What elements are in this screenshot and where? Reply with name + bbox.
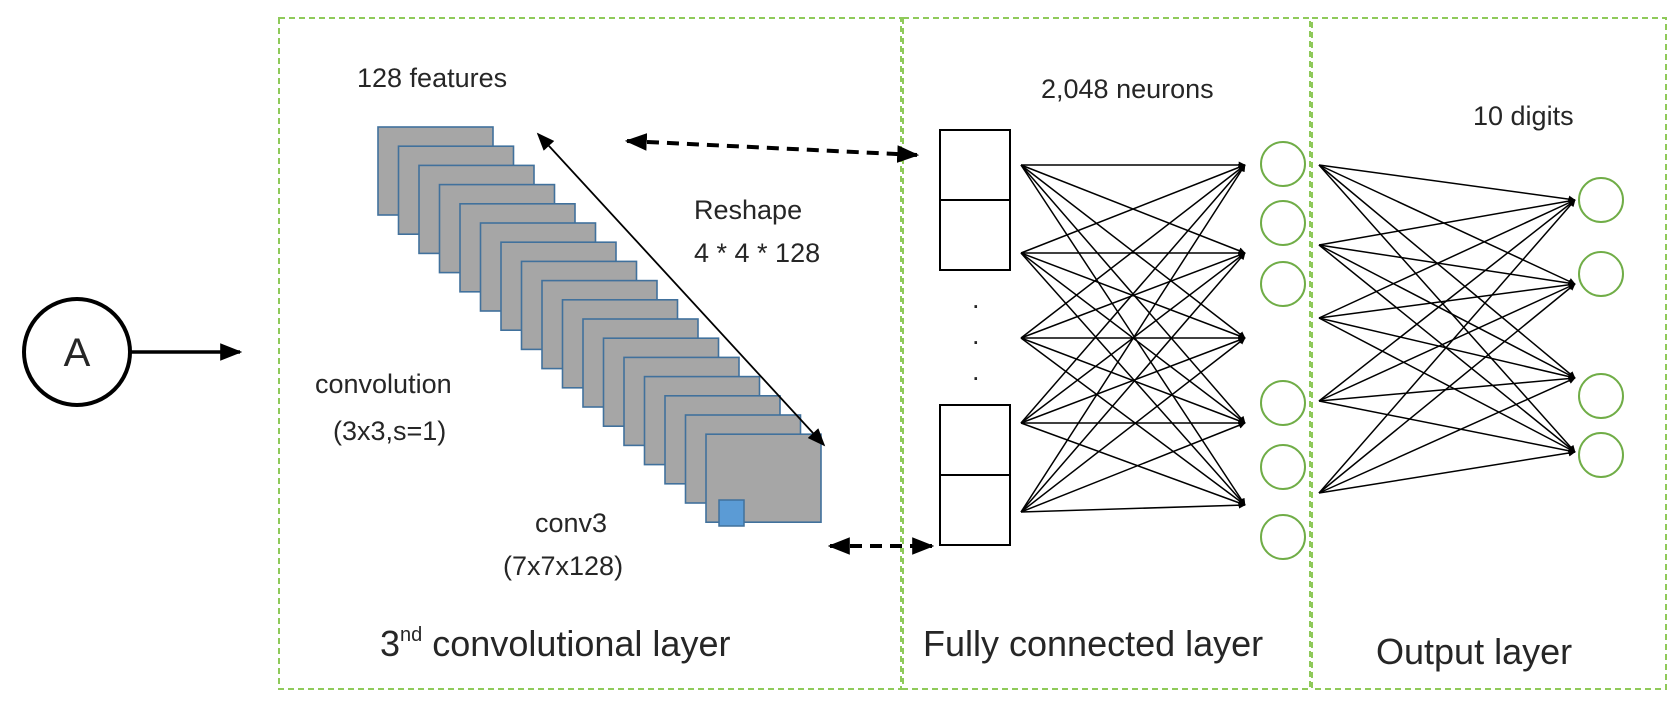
fc-connection-line [1020, 251, 1246, 339]
output-connection-line [1318, 199, 1576, 494]
output-connection-line [1318, 244, 1576, 287]
fc-connection-line [1020, 252, 1246, 513]
output-layer-title: Output layer [1376, 631, 1572, 672]
output-connection-line [1318, 164, 1576, 453]
fc-connection-line [1020, 337, 1246, 513]
output-layer-panel [1311, 17, 1667, 690]
fc-connection-line [1020, 164, 1246, 339]
output-connection-line [1318, 283, 1576, 494]
conv-layer-title: 3nd convolutional layer [380, 623, 730, 664]
fc-connections [1020, 161, 1246, 513]
convolution-label: convolution [315, 369, 452, 399]
flattened-vector-top [939, 129, 1011, 271]
reshape-dims: 4 * 4 * 128 [694, 238, 820, 268]
output-connection-line [1318, 449, 1576, 494]
output-connection-line [1318, 317, 1576, 453]
fc-layer-panel [902, 17, 1311, 690]
fc-connection-line [1020, 164, 1246, 513]
output-connection-line [1318, 164, 1576, 285]
vector-ellipsis-2: . [972, 320, 980, 350]
output-connection-line [1318, 199, 1576, 402]
vector-ellipsis-1: . [972, 284, 980, 314]
output-connection-line [1318, 283, 1576, 402]
node-a-label: A [64, 331, 91, 375]
conv-layer-panel [278, 17, 902, 690]
fc-layer-title: Fully connected layer [923, 623, 1263, 664]
output-neurons [1578, 177, 1624, 478]
fc-connection-line [1020, 164, 1246, 506]
output-neuron [1578, 432, 1624, 478]
fc-connection-line [1020, 336, 1246, 424]
feature-map-stack [377, 126, 822, 524]
reshape-label: Reshape [694, 195, 802, 225]
output-connection-line [1318, 164, 1576, 203]
fc-connection-line [1020, 164, 1246, 254]
output-neuron [1578, 177, 1624, 223]
output-connection-line [1318, 244, 1576, 379]
output-connection-line [1318, 317, 1576, 380]
fc-neuron [1260, 444, 1306, 490]
output-connection-line [1318, 164, 1576, 379]
vector-ellipsis-3: . [972, 356, 980, 386]
output-neuron [1578, 373, 1624, 419]
conv3-dims: (7x7x128) [503, 551, 623, 581]
features-label: 128 features [357, 63, 507, 93]
fc-connection-line [1020, 422, 1246, 513]
fc-connection-line [1020, 337, 1246, 506]
fc-neurons [1260, 141, 1306, 560]
reshape-arrow-top [624, 133, 920, 163]
output-connection-line [1318, 197, 1576, 246]
fc-neuron [1260, 514, 1306, 560]
output-connections [1318, 164, 1576, 494]
fc-connection-line [1020, 252, 1246, 506]
fc-connection-line [1020, 422, 1246, 507]
fc-neuron [1260, 380, 1306, 426]
neurons-label: 2,048 neurons [1041, 74, 1214, 104]
conv3-label: conv3 [535, 508, 607, 538]
fc-neuron [1260, 261, 1306, 307]
output-neuron [1578, 251, 1624, 297]
kernel-square [718, 499, 745, 527]
output-connection-line [1318, 375, 1576, 402]
output-connection-line [1318, 199, 1576, 319]
output-connection-line [1318, 400, 1576, 455]
digits-label: 10 digits [1473, 101, 1574, 131]
flattened-vector-bottom [939, 404, 1011, 546]
stack-extent-arrow [536, 132, 826, 447]
fc-connection-line [1020, 164, 1246, 424]
fc-connection-line [1020, 501, 1246, 513]
fc-neuron [1260, 200, 1306, 246]
fc-neuron [1260, 141, 1306, 187]
convolution-params: (3x3,s=1) [333, 416, 446, 446]
output-connection-line [1318, 377, 1576, 494]
